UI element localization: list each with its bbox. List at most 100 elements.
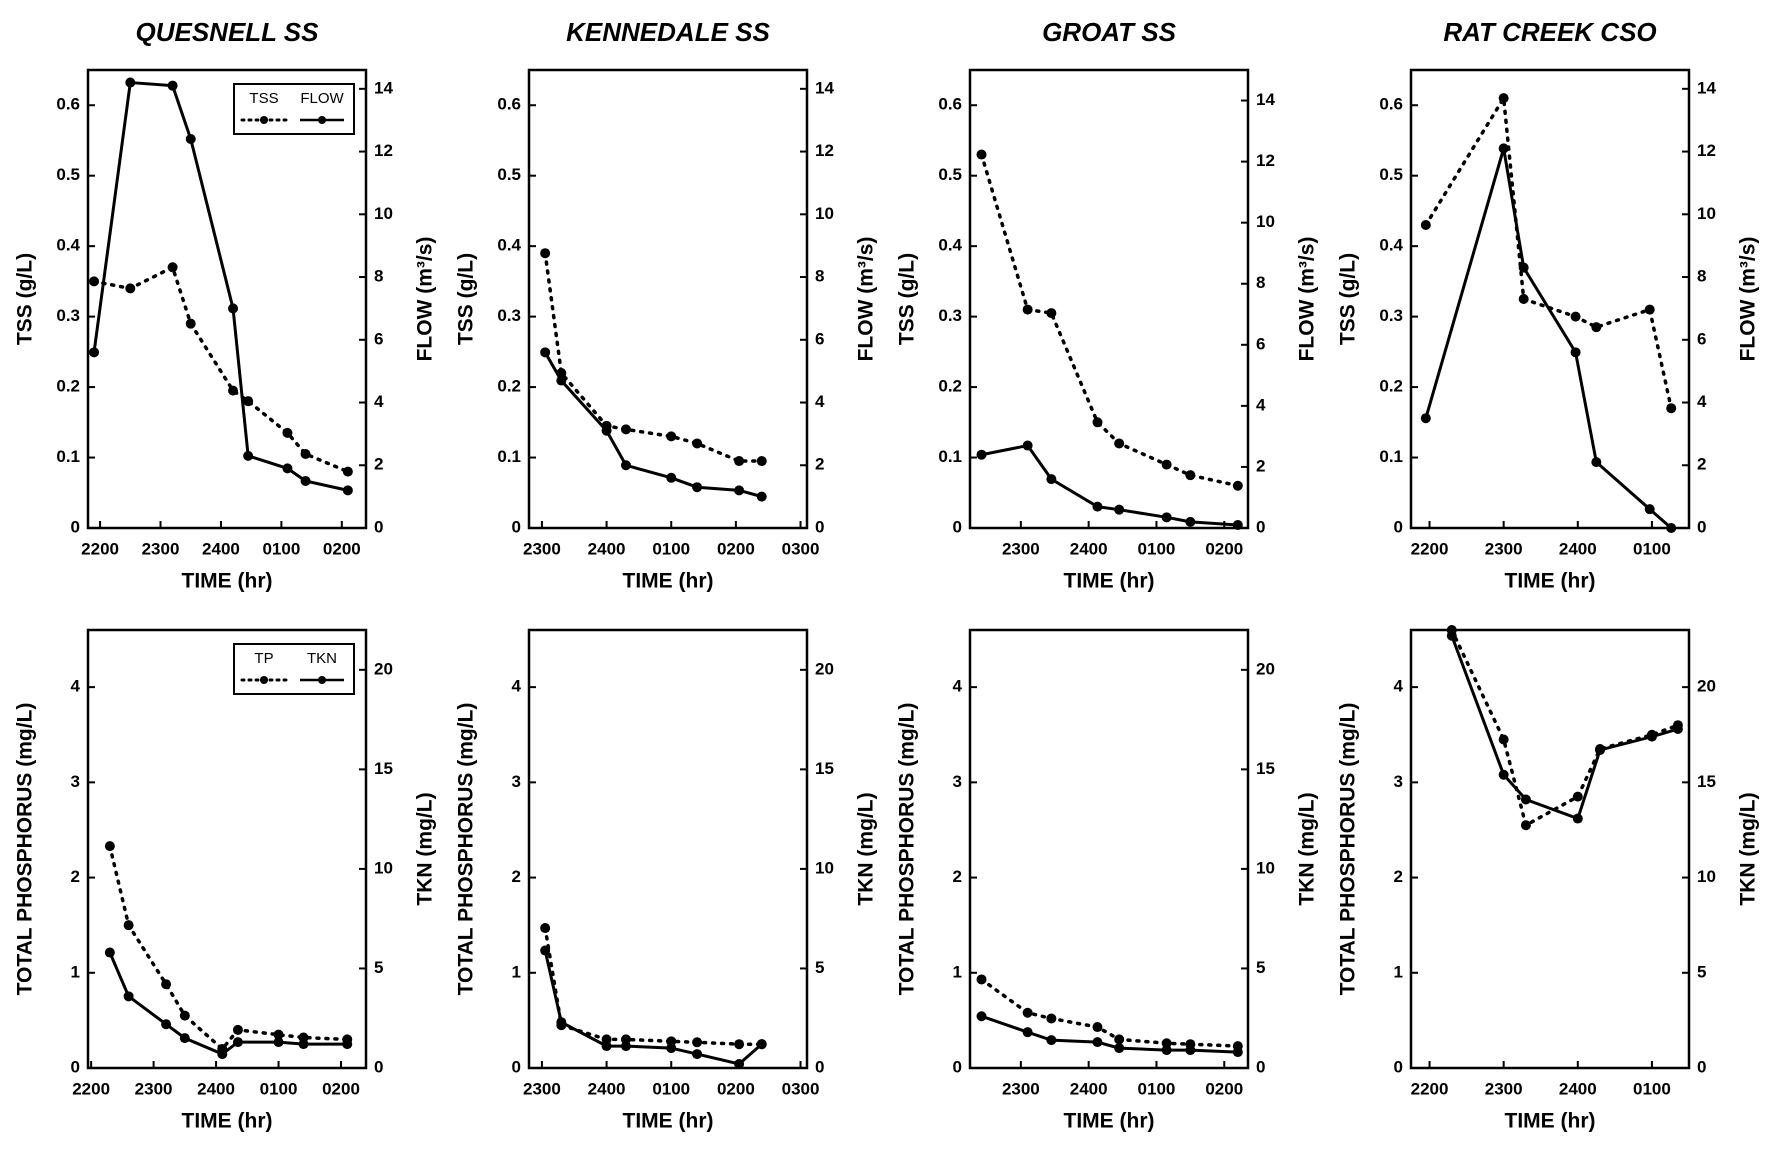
data-point: [1498, 143, 1509, 154]
y-tick-label: 0: [953, 517, 962, 536]
y-tick-label: 0: [953, 1057, 962, 1076]
x-tick-label: 0200: [323, 539, 361, 558]
y2-tick-label: 12: [815, 141, 834, 160]
y2-axis-label: FLOW (m³/s): [1737, 237, 1760, 362]
x-tick-label: 0200: [322, 1079, 360, 1098]
x-tick-label: 2300: [1002, 539, 1040, 558]
x-axis-label: TIME (hr): [1064, 1110, 1155, 1133]
y2-tick-label: 4: [1256, 395, 1266, 414]
y2-tick-label: 10: [1256, 858, 1275, 877]
series-line: [981, 443, 1238, 527]
y2-tick-label: 15: [1256, 759, 1275, 778]
y-tick-label: 3: [512, 772, 521, 791]
data-point: [692, 1049, 703, 1060]
y-tick-label: 0.1: [497, 447, 521, 466]
data-point: [1570, 311, 1581, 322]
y-tick-label: 2: [953, 867, 962, 886]
data-point: [734, 1059, 745, 1070]
y2-tick-label: 4: [374, 392, 384, 411]
data-point: [167, 80, 178, 91]
y2-tick-label: 12: [1697, 141, 1716, 160]
y-tick-label: 0.4: [938, 236, 962, 255]
data-point: [161, 979, 172, 990]
data-point: [756, 491, 767, 502]
series-line: [1424, 92, 1673, 410]
series-line: [543, 926, 764, 1046]
data-point: [692, 438, 703, 449]
data-point: [1420, 413, 1431, 424]
data-point: [1591, 457, 1602, 468]
data-point: [734, 1039, 745, 1050]
y-axis-label: TSS (g/L): [14, 253, 37, 345]
y2-tick-label: 6: [374, 329, 383, 348]
y-tick-label: 1: [512, 962, 521, 981]
x-tick-label: 2400: [1070, 539, 1108, 558]
y2-tick-label: 8: [374, 267, 383, 286]
y2-tick-label: 12: [374, 141, 393, 160]
y-tick-label: 3: [1394, 772, 1403, 791]
x-tick-label: 2300: [135, 1079, 173, 1098]
data-point: [1644, 504, 1655, 515]
y2-tick-label: 5: [374, 958, 383, 977]
y-tick-label: 0.4: [1379, 236, 1403, 255]
y2-axis-label: TKN (mg/L): [1737, 792, 1760, 905]
series-line: [543, 351, 763, 499]
y2-tick-label: 5: [815, 958, 824, 977]
plot-frame: [968, 68, 1250, 530]
data-point: [1646, 731, 1657, 742]
data-point: [1570, 347, 1581, 358]
series-line: [1450, 635, 1679, 821]
x-axis-label: TIME (hr): [623, 570, 714, 593]
data-point: [179, 1010, 190, 1021]
data-point: [540, 347, 551, 358]
data-point: [1185, 470, 1196, 481]
y2-tick-label: 10: [815, 858, 834, 877]
data-point: [273, 1029, 284, 1040]
y-tick-label: 0.6: [1379, 95, 1403, 114]
data-point: [1572, 791, 1583, 802]
plot-frame: [1409, 68, 1691, 530]
x-tick-label: 0200: [717, 1079, 755, 1098]
y-tick-label: 0.4: [56, 236, 80, 255]
data-point: [1092, 1022, 1103, 1033]
data-point: [1161, 1038, 1172, 1049]
y-tick-label: 0.2: [497, 377, 521, 396]
plot-frame: [1409, 628, 1691, 1070]
y-tick-label: 0.3: [938, 306, 962, 325]
data-point: [1022, 1027, 1033, 1038]
series-line: [108, 844, 350, 1052]
data-point: [1114, 1043, 1125, 1054]
data-point: [1518, 262, 1529, 273]
y-tick-label: 0: [1394, 1057, 1403, 1076]
legend-label: TP: [254, 650, 273, 667]
y-axis-label: TSS (g/L): [1337, 253, 1360, 345]
legend-marker: [260, 676, 268, 684]
x-tick-label: 2300: [523, 1079, 561, 1098]
y2-tick-label: 2: [815, 455, 824, 474]
y2-axis-label: TKN (mg/L): [414, 792, 437, 905]
series-line: [108, 951, 348, 1056]
data-point: [1672, 724, 1683, 735]
data-point: [161, 1019, 172, 1030]
data-point: [232, 1024, 243, 1035]
data-point: [556, 375, 567, 386]
y-tick-label: 0.3: [497, 306, 521, 325]
data-point: [1498, 769, 1509, 780]
y2-axis-label: TKN (mg/L): [855, 792, 878, 905]
y-tick-label: 0.6: [938, 95, 962, 114]
y2-tick-label: 20: [1256, 659, 1275, 678]
data-point: [1666, 403, 1677, 414]
y2-axis-label: FLOW (m³/s): [855, 237, 878, 362]
data-point: [228, 385, 239, 396]
data-point: [1232, 480, 1243, 491]
y-tick-label: 1: [1394, 962, 1403, 981]
data-point: [1092, 501, 1103, 512]
y2-tick-label: 2: [1256, 456, 1265, 475]
data-point: [104, 841, 115, 852]
data-point: [1046, 308, 1057, 319]
y-tick-label: 0: [71, 1057, 80, 1076]
y-tick-label: 4: [512, 677, 522, 696]
data-point: [1022, 1007, 1033, 1018]
y-axis-label: TOTAL PHOSPHORUS (mg/L): [14, 703, 37, 996]
data-point: [540, 945, 551, 956]
